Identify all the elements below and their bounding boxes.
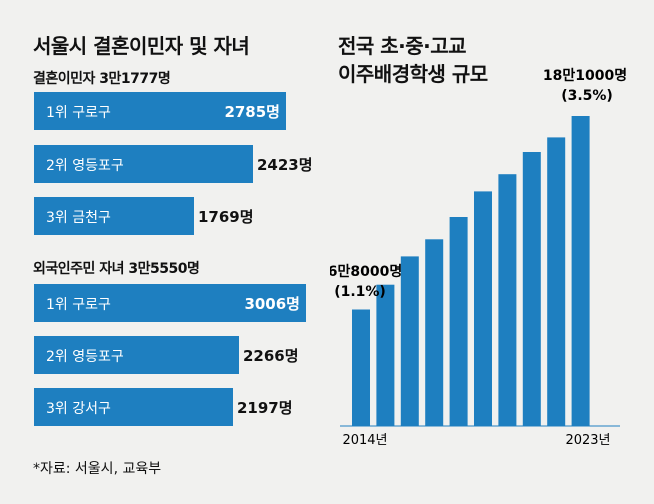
hbar-label: 1위 구로구 [46,297,111,313]
student-bar [498,174,517,426]
right-title-line1: 전국 초·중·고교 [338,34,467,58]
student-bar [449,217,468,426]
hbar-value: 2423명 [257,156,313,174]
hbar-value: 2266명 [243,347,299,365]
student-bar [474,191,492,426]
students-bars [352,116,590,426]
student-bar [571,116,590,426]
right-title-line2: 이주배경학생 규모 [338,62,488,86]
x-end-label: 2023년 [565,433,610,448]
student-bar [425,239,444,426]
hbar-value: 2197명 [237,399,293,417]
last-annotation-line1: 18만1000명 [543,67,627,84]
source-note: *자료: 서울시, 교육부 [33,461,162,477]
hbar-label: 3위 강서구 [46,401,111,417]
hbar: 1위 구로구 3006명 [34,284,306,322]
hbar: 3위 금천구 [34,197,194,235]
student-bar [522,152,541,426]
hbar-label: 3위 금천구 [46,210,111,226]
hbar-value: 1769명 [198,208,254,226]
hbar: 2위 영등포구 [34,336,239,374]
student-bar [547,137,566,426]
hbar: 3위 강서구 [34,388,233,426]
hbar-label: 2위 영등포구 [46,349,124,365]
hbar-value: 3006명 [244,295,300,313]
x-start-label: 2014년 [342,433,387,448]
hbar-label: 1위 구로구 [46,105,111,121]
students-bar-chart: 6만8000명 (1.1%) 18만1000명 (3.5%) 2014년 202… [330,67,627,448]
immigrant-children-heading: 외국인주민 자녀 3만5550명 [33,261,200,277]
hbar-value: 2785명 [224,103,280,121]
first-annotation-line2: (1.1%) [334,284,386,300]
marriage-immigrants-heading: 결혼이민자 3만1777명 [33,71,171,87]
hbar: 2위 영등포구 [34,145,253,183]
student-bar [376,284,395,426]
student-bar [352,309,370,426]
student-bar [400,256,419,426]
hbar: 1위 구로구 2785명 [34,92,286,130]
last-annotation-line2: (3.5%) [561,88,613,104]
first-annotation-line1: 6만8000명 [330,263,402,280]
left-title: 서울시 결혼이민자 및 자녀 [33,34,250,58]
hbar-label: 2위 영등포구 [46,158,124,174]
